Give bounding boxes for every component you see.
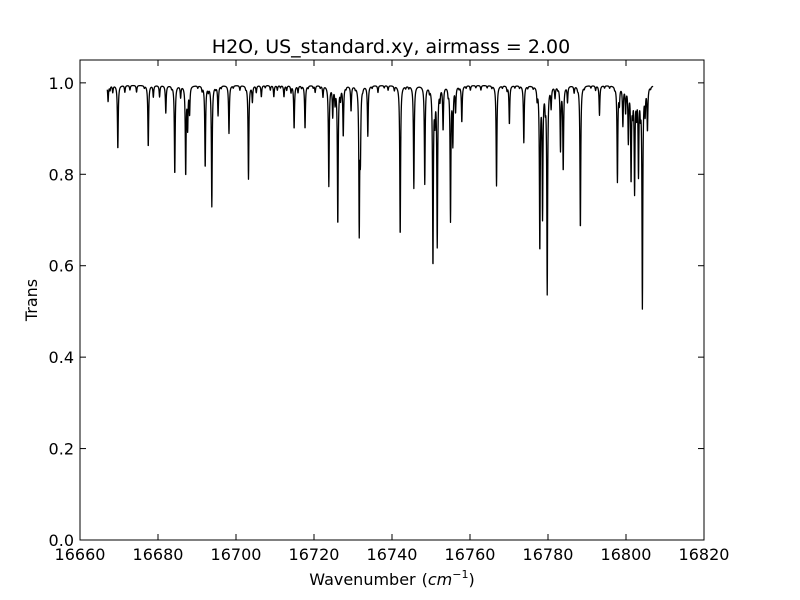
x-axis-unit-base: cm	[428, 570, 452, 589]
y-axis-label: Trans	[22, 279, 41, 322]
x-tick-label: 16760	[445, 545, 496, 564]
y-tick-label: 0.0	[49, 531, 74, 550]
x-tick-label: 16680	[133, 545, 184, 564]
x-tick-label: 16800	[601, 545, 652, 564]
chart-title: H2O, US_standard.xy, airmass = 2.00	[212, 36, 570, 58]
x-tick-label: 16720	[289, 545, 340, 564]
spectrum-layer	[106, 84, 654, 310]
x-tick-label: 16820	[679, 545, 730, 564]
x-axis: 16660 16680 16700 16720 16740 16760 16780 16800…	[55, 60, 730, 564]
x-axis-label-text: Wavenumber	[309, 570, 416, 589]
x-tick-label: 16660	[55, 545, 106, 564]
y-tick-label: 1.0	[49, 74, 74, 93]
y-tick-label: 0.6	[49, 257, 74, 276]
y-axis: 0.0 0.2 0.4 0.6 0.8 1.0	[49, 74, 704, 550]
x-axis-unit-exp: −1	[452, 568, 468, 581]
transmission-series-line	[106, 84, 654, 310]
y-tick-label: 0.2	[49, 440, 74, 459]
y-tick-label: 0.8	[49, 165, 74, 184]
plot-frame	[79, 59, 705, 541]
x-tick-label: 16700	[211, 545, 262, 564]
x-tick-label: 16740	[367, 545, 418, 564]
x-axis-label: Wavenumber (cm−1)	[309, 568, 474, 589]
x-tick-label: 16780	[523, 545, 574, 564]
y-tick-label: 0.4	[49, 348, 74, 367]
